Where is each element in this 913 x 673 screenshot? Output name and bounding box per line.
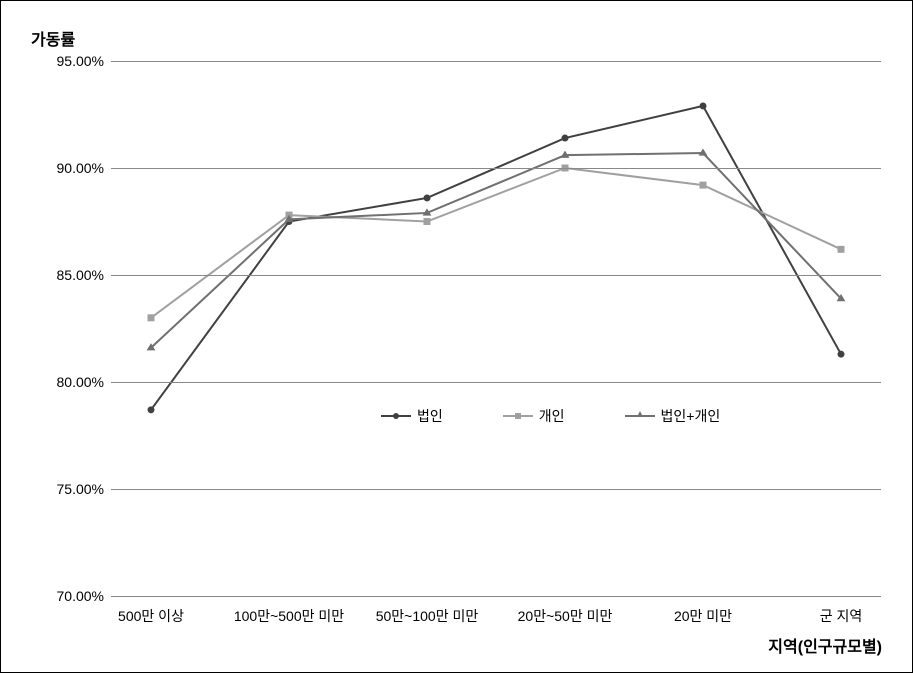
chart-container: 가동률 지역(인구규모별) 법인 개인 법인+개인 70.00% 75.00% 80.0… [0, 0, 913, 673]
y-axis-title: 가동률 [31, 26, 75, 50]
x-axis-title: 지역(인구규모별) [768, 633, 882, 657]
chart-svg [111, 61, 881, 596]
series-marker [148, 407, 154, 413]
y-tick-label: 70.00% [57, 588, 104, 604]
legend-label: 법인+개인 [661, 406, 721, 426]
legend-item: 법인+개인 [625, 406, 721, 426]
series-marker [424, 195, 430, 201]
legend-swatch [625, 409, 655, 423]
grid-line [111, 61, 881, 62]
grid-line [111, 489, 881, 490]
legend-swatch [381, 409, 411, 423]
grid-line [111, 168, 881, 169]
series-line [151, 153, 841, 348]
legend-swatch [503, 409, 533, 423]
series-marker [148, 315, 154, 321]
x-tick-label: 500만 이상 [118, 606, 184, 626]
plot-area [111, 61, 881, 596]
x-tick-label: 50만~100만 미만 [376, 606, 479, 626]
series-marker [562, 135, 568, 141]
x-tick-label: 20만~50만 미만 [518, 606, 613, 626]
y-tick-label: 95.00% [57, 53, 104, 69]
legend-item: 법인 [381, 406, 443, 426]
x-tick-label: 100만~500만 미만 [234, 606, 344, 626]
series-line [151, 106, 841, 410]
series-marker [838, 351, 844, 357]
grid-line [111, 275, 881, 276]
series-marker [700, 182, 706, 188]
series-marker [424, 219, 430, 225]
legend: 법인 개인 법인+개인 [381, 406, 720, 426]
x-tick-label: 20만 미만 [674, 606, 732, 626]
grid-line [111, 596, 881, 597]
series-marker [700, 103, 706, 109]
legend-label: 개인 [539, 406, 565, 426]
legend-label: 법인 [417, 406, 443, 426]
grid-line [111, 382, 881, 383]
x-tick-label: 군 지역 [820, 606, 863, 626]
legend-item: 개인 [503, 406, 565, 426]
y-tick-label: 80.00% [57, 374, 104, 390]
series-marker [838, 246, 844, 252]
y-tick-label: 90.00% [57, 160, 104, 176]
y-tick-label: 85.00% [57, 267, 104, 283]
y-tick-label: 75.00% [57, 481, 104, 497]
